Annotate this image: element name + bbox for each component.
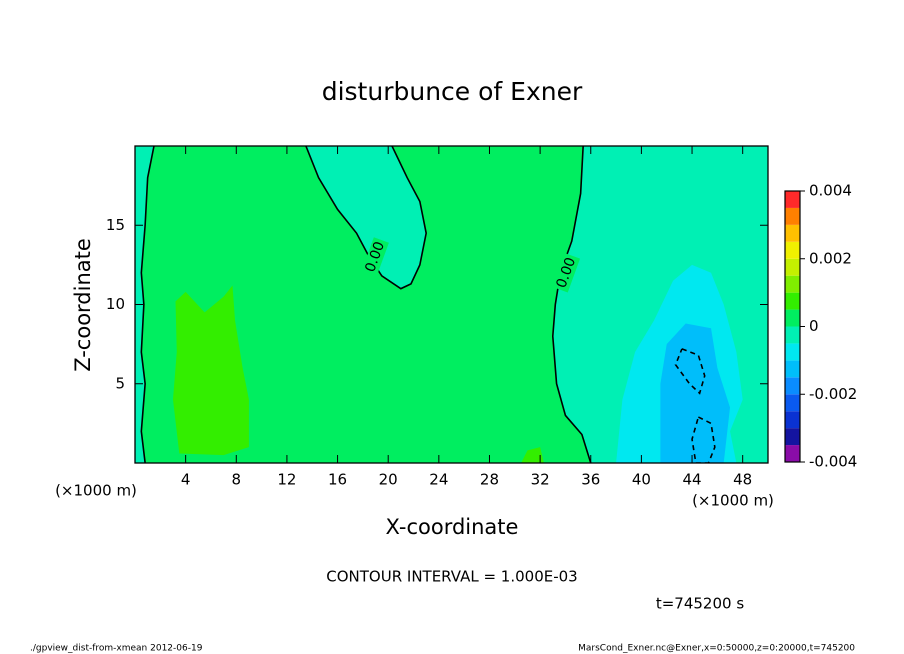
x-tick-label: 16 [328,471,347,489]
x-tick-label: 4 [181,471,191,489]
plot-area: 0.00 0.00 [135,146,768,463]
x-tick-label: 8 [232,471,242,489]
contour-interval: CONTOUR INTERVAL = 1.000E-03 [326,568,577,586]
colorbar-bin [785,394,800,412]
x-tick-label: 12 [277,471,296,489]
x-tick-label: 28 [480,471,499,489]
colorbar-bin [785,241,800,259]
contour-region [521,447,544,463]
colorbar-bin [785,326,800,344]
contour-line [140,146,155,463]
colorbar-bin [785,258,800,276]
x-tick-label: 40 [632,471,651,489]
footer-left: ./gpview_dist-from-xmean 2012-06-19 [30,644,203,654]
y-unit-label: (×1000 m) [55,482,137,500]
colorbar-tick-label: 0.004 [809,182,852,200]
time-label: t=745200 s [656,595,744,613]
contour-line [674,348,706,395]
colorbar-bin [785,224,800,242]
x-tick-label: 24 [429,471,448,489]
y-axis-label: Z-coordinate [71,238,95,372]
colorbar-bin [785,207,800,225]
y-tick-label: 15 [106,216,125,234]
colorbar-bin [785,309,800,327]
colorbar-bin [785,428,800,446]
contour-label-bg [552,253,581,293]
x-tick-label: 20 [379,471,398,489]
x-tick-label: 48 [733,471,752,489]
contour-line [305,146,427,290]
contour-label-bg [361,237,389,277]
colorbar-bin [785,191,800,208]
x-axis-label: X-coordinate [386,515,519,539]
contour-line [691,416,716,463]
y-tick-label: 5 [115,374,125,392]
colorbar-tick-label: 0 [809,317,819,335]
contour-region [172,285,249,456]
contour-line [551,146,592,463]
x-tick-label: 36 [581,471,600,489]
x-tick-label: 32 [531,471,550,489]
colorbar-bin [785,343,800,361]
colorbar-bin [785,360,800,378]
chart-title: disturbunce of Exner [322,77,583,106]
contour-region [305,146,427,289]
colorbar-bin [785,377,800,395]
colorbar-bin [785,445,800,462]
x-tick-label: 44 [682,471,701,489]
y-tick-label: 10 [106,295,125,313]
x-unit-label: (×1000 m) [692,492,774,510]
footer-right: MarsCond_Exner.nc@Exner,x=0:50000,z=0:20… [578,644,855,654]
colorbar-tick-label: -0.004 [809,453,857,471]
colorbar-tick-label: -0.002 [809,385,857,403]
colorbar-bin [785,275,800,293]
colorbar-bin [785,292,800,310]
colorbar-tick-label: 0.002 [809,249,852,267]
colorbar-bin [785,411,800,429]
